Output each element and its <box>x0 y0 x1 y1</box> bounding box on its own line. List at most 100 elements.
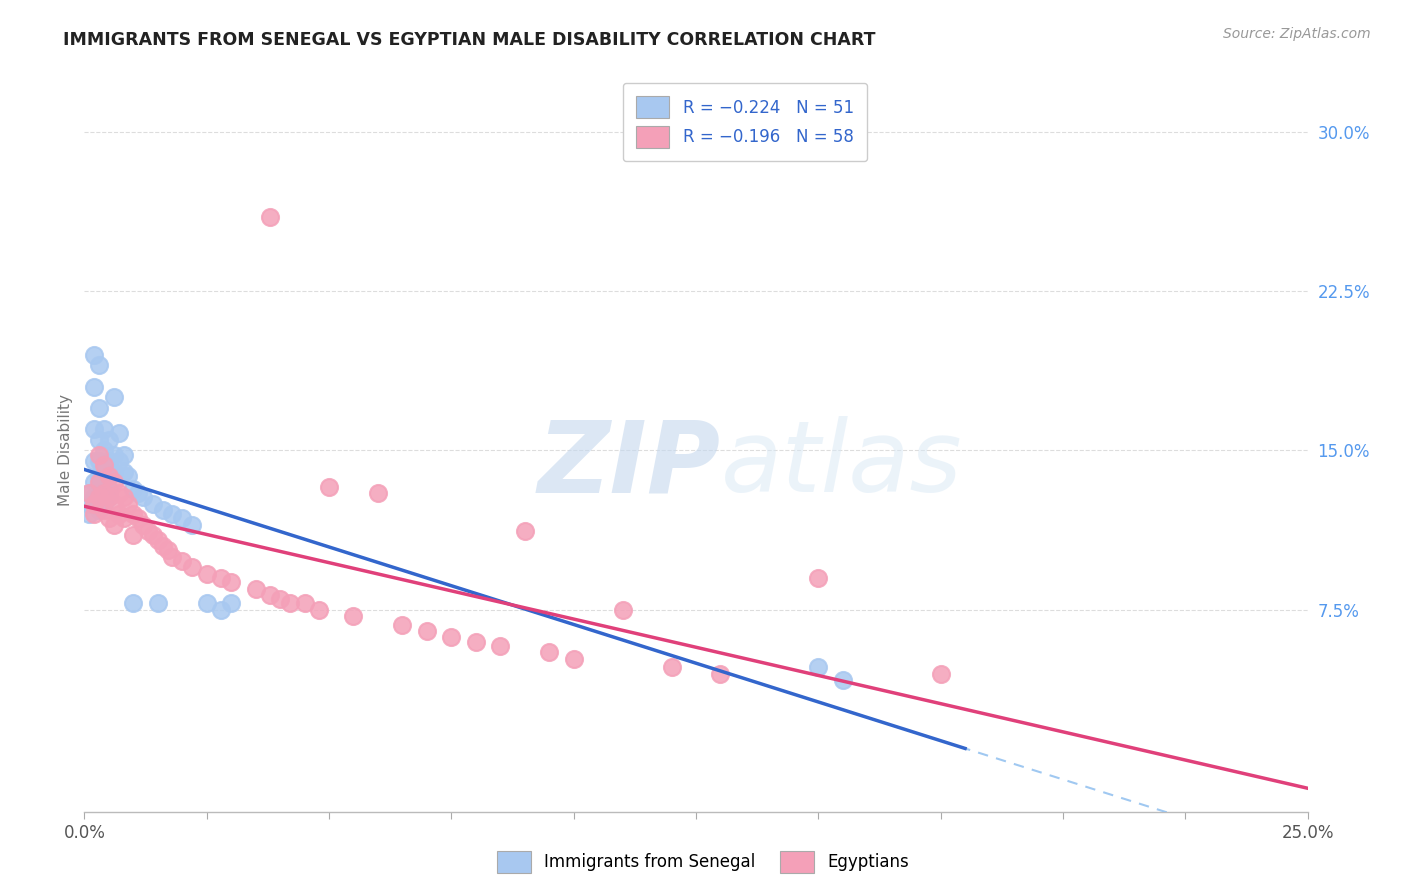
Text: IMMIGRANTS FROM SENEGAL VS EGYPTIAN MALE DISABILITY CORRELATION CHART: IMMIGRANTS FROM SENEGAL VS EGYPTIAN MALE… <box>63 31 876 49</box>
Point <box>107 454 129 468</box>
Point <box>77 486 100 500</box>
Point <box>219 597 242 611</box>
Point <box>87 482 110 496</box>
Point <box>209 603 232 617</box>
Point <box>127 511 149 525</box>
Point <box>77 486 100 500</box>
Point <box>87 454 110 468</box>
Point <box>83 490 105 504</box>
Point <box>87 490 110 504</box>
Point <box>181 560 204 574</box>
Point <box>156 543 179 558</box>
Point <box>342 609 364 624</box>
Point <box>259 210 281 224</box>
Point <box>259 588 281 602</box>
Point <box>929 666 952 681</box>
Point <box>195 566 218 581</box>
Point <box>122 528 145 542</box>
Point <box>278 597 301 611</box>
Point <box>83 348 105 362</box>
Point <box>269 592 291 607</box>
Point <box>112 465 135 479</box>
Point <box>209 571 232 585</box>
Point <box>93 458 115 473</box>
Point <box>318 480 340 494</box>
Point <box>195 597 218 611</box>
Point <box>562 651 585 665</box>
Point <box>117 469 139 483</box>
Point <box>107 426 129 441</box>
Point <box>93 475 115 490</box>
Point <box>107 507 129 521</box>
Point <box>97 490 120 504</box>
Point <box>807 660 830 674</box>
Point <box>127 486 149 500</box>
Point <box>83 380 105 394</box>
Text: atlas: atlas <box>720 417 962 514</box>
Point <box>172 554 194 568</box>
Point <box>93 503 115 517</box>
Point <box>97 511 120 525</box>
Point <box>87 503 110 517</box>
Point <box>93 422 115 436</box>
Point <box>97 469 120 483</box>
Point <box>83 475 105 490</box>
Point <box>87 490 110 504</box>
Point <box>162 549 184 564</box>
Point <box>152 539 174 553</box>
Point <box>513 524 536 539</box>
Point <box>87 448 110 462</box>
Point <box>83 507 105 521</box>
Point <box>103 465 125 479</box>
Point <box>93 497 115 511</box>
Text: Source: ZipAtlas.com: Source: ZipAtlas.com <box>1223 27 1371 41</box>
Point <box>181 517 204 532</box>
Point <box>77 507 100 521</box>
Point <box>831 673 853 687</box>
Point <box>97 469 120 483</box>
Point <box>107 486 129 500</box>
Point <box>132 517 155 532</box>
Point <box>97 454 120 468</box>
Point <box>661 660 683 674</box>
Point <box>136 524 159 539</box>
Point <box>152 503 174 517</box>
Point <box>122 507 145 521</box>
Point <box>416 624 439 639</box>
Point <box>103 517 125 532</box>
Text: ZIP: ZIP <box>537 417 720 514</box>
Point <box>112 448 135 462</box>
Point <box>103 390 125 404</box>
Point <box>612 603 634 617</box>
Point <box>709 666 731 681</box>
Point <box>93 486 115 500</box>
Point <box>308 603 330 617</box>
Point <box>103 497 125 511</box>
Point <box>538 645 561 659</box>
Point <box>97 490 120 504</box>
Point <box>440 631 463 645</box>
Point <box>122 482 145 496</box>
Point <box>294 597 316 611</box>
Point <box>83 422 105 436</box>
Point <box>132 490 155 504</box>
Point <box>103 448 125 462</box>
Point <box>122 597 145 611</box>
Point <box>112 511 135 525</box>
Point <box>87 359 110 373</box>
Point <box>97 482 120 496</box>
Point <box>117 497 139 511</box>
Legend: Immigrants from Senegal, Egyptians: Immigrants from Senegal, Egyptians <box>491 845 915 880</box>
Point <box>87 469 110 483</box>
Point <box>93 460 115 475</box>
Legend: R = −0.224   N = 51, R = −0.196   N = 58: R = −0.224 N = 51, R = −0.196 N = 58 <box>623 83 868 161</box>
Point <box>83 454 105 468</box>
Point <box>87 401 110 415</box>
Point <box>87 433 110 447</box>
Point <box>103 475 125 490</box>
Point <box>464 634 486 648</box>
Point <box>83 497 105 511</box>
Point <box>367 486 389 500</box>
Point <box>93 486 115 500</box>
Point <box>391 617 413 632</box>
